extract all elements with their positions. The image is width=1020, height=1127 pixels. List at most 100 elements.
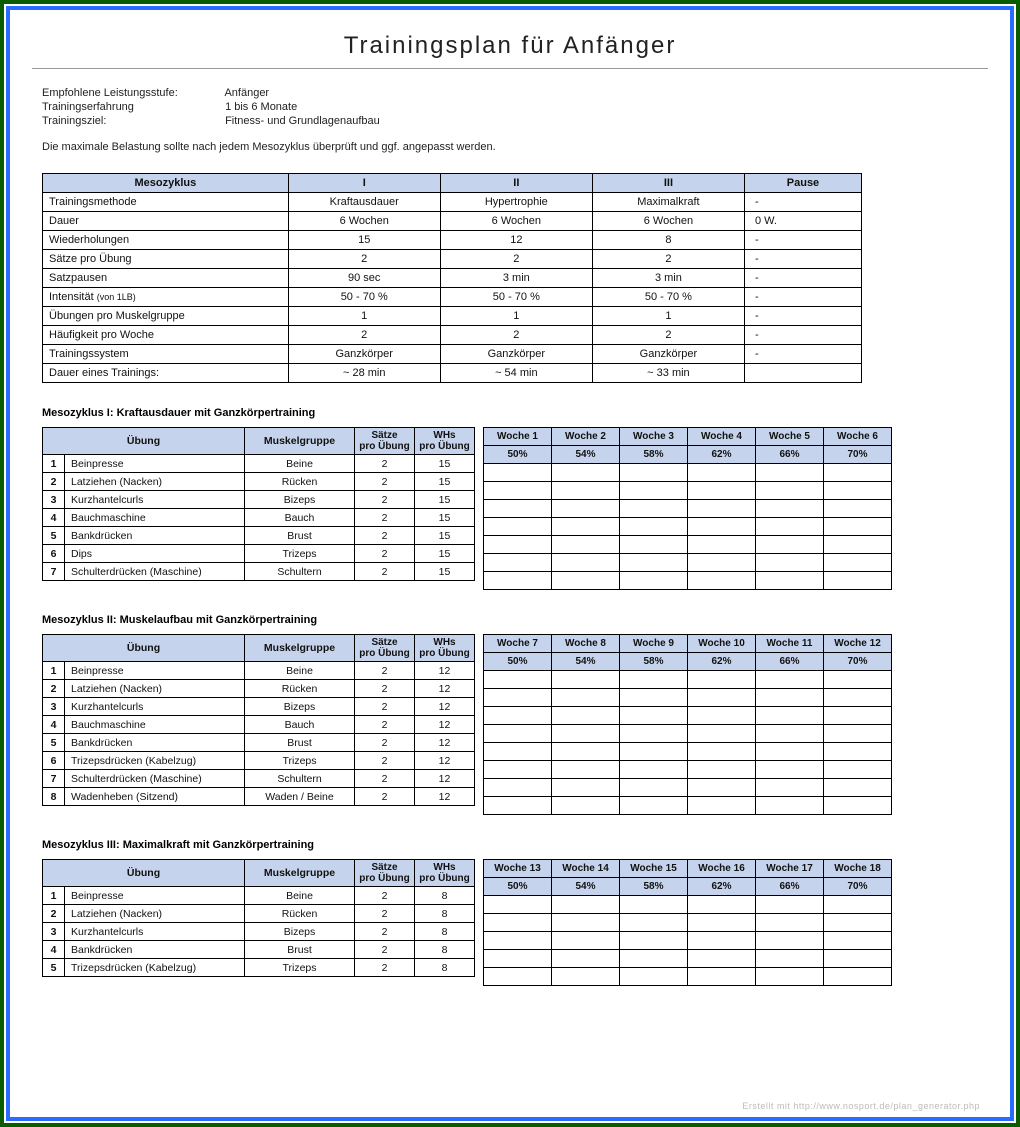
footer-text: Erstellt mit http://www.nosport.de/plan_… [742, 1101, 980, 1111]
exercise-cell: 12 [415, 716, 475, 734]
week-header: Woche 11 [756, 635, 824, 653]
week-cell [552, 554, 620, 572]
meso-cell: 1 [440, 307, 592, 326]
week-percent: 54% [552, 446, 620, 464]
exercise-cell: Schultern [245, 770, 355, 788]
week-cell [688, 464, 756, 482]
exercise-cell: Bauchmaschine [65, 509, 245, 527]
week-cell [688, 743, 756, 761]
week-cell [688, 671, 756, 689]
week-cell [484, 518, 552, 536]
week-cell [620, 743, 688, 761]
exercise-cell: 2 [355, 545, 415, 563]
week-percent: 66% [756, 878, 824, 896]
meso-row-label: Trainingssystem [43, 345, 289, 364]
week-cell [688, 482, 756, 500]
week-cell [484, 689, 552, 707]
exercise-cell: 12 [415, 734, 475, 752]
week-cell [756, 914, 824, 932]
col-muskelgruppe: Muskelgruppe [245, 860, 355, 887]
meso-cell: Maximalkraft [592, 193, 744, 212]
meso-header-cell: II [440, 174, 592, 193]
week-header: Woche 16 [688, 860, 756, 878]
exercise-cell: 15 [415, 563, 475, 581]
week-header: Woche 15 [620, 860, 688, 878]
week-cell [552, 482, 620, 500]
exercise-cell: Schulterdrücken (Maschine) [65, 563, 245, 581]
week-cell [756, 743, 824, 761]
exercise-cell: 3 [43, 491, 65, 509]
week-cell [688, 968, 756, 986]
week-cell [756, 464, 824, 482]
week-cell [688, 914, 756, 932]
week-cell [620, 707, 688, 725]
week-cell [484, 932, 552, 950]
week-cell [552, 725, 620, 743]
week-cell [824, 797, 892, 815]
exercise-cell: 5 [43, 527, 65, 545]
week-cell [484, 536, 552, 554]
week-cell [756, 968, 824, 986]
col-uebung: Übung [43, 860, 245, 887]
page: Trainingsplan für Anfänger Empfohlene Le… [32, 32, 988, 1111]
week-cell [756, 554, 824, 572]
week-cell [620, 482, 688, 500]
meso-cell: 8 [592, 231, 744, 250]
exercise-cell: Waden / Beine [245, 788, 355, 806]
week-cell [484, 968, 552, 986]
week-cell [688, 797, 756, 815]
week-cell [756, 725, 824, 743]
exercise-cell: 12 [415, 680, 475, 698]
week-cell [756, 707, 824, 725]
week-cell [620, 725, 688, 743]
meso-cell: ~ 33 min [592, 364, 744, 383]
meso-cell: 6 Wochen [592, 212, 744, 231]
exercise-cell: Beine [245, 887, 355, 905]
exercise-cell: 15 [415, 455, 475, 473]
week-cell [484, 743, 552, 761]
week-cell [688, 896, 756, 914]
meso-row-label: Wiederholungen [43, 231, 289, 250]
week-cell [620, 689, 688, 707]
exercise-cell: 8 [415, 905, 475, 923]
week-cell [484, 725, 552, 743]
week-cell [824, 968, 892, 986]
week-cell [620, 896, 688, 914]
exercise-cell: 2 [355, 698, 415, 716]
week-cell [688, 554, 756, 572]
exercise-cell: 12 [415, 788, 475, 806]
meso-row-label: Intensität (von 1LB) [43, 288, 289, 307]
meso-cell: - [744, 269, 861, 288]
exercise-cell: Latziehen (Nacken) [65, 680, 245, 698]
meso-cell: - [744, 193, 861, 212]
meta-goal-label: Trainingsziel: [42, 115, 222, 127]
exercise-cell: 8 [415, 923, 475, 941]
week-cell [552, 536, 620, 554]
meso-cell [744, 364, 861, 383]
week-cell [620, 950, 688, 968]
exercise-cell: Beinpresse [65, 662, 245, 680]
exercise-cell: 7 [43, 770, 65, 788]
week-cell [824, 518, 892, 536]
meso-cell: - [744, 326, 861, 345]
week-cell [620, 797, 688, 815]
exercise-cell: Trizepsdrücken (Kabelzug) [65, 752, 245, 770]
col-whs: WHspro Übung [415, 428, 475, 455]
meso-cell: 2 [440, 250, 592, 269]
meso-cell: ~ 54 min [440, 364, 592, 383]
week-header: Woche 4 [688, 428, 756, 446]
week-cell [756, 482, 824, 500]
exercise-cell: 2 [43, 680, 65, 698]
meso-row-label: Sätze pro Übung [43, 250, 289, 269]
week-cell [552, 950, 620, 968]
meso-cell: 1 [592, 307, 744, 326]
col-saetze: Sätzepro Übung [355, 860, 415, 887]
exercise-cell: 8 [415, 959, 475, 977]
exercise-cell: Latziehen (Nacken) [65, 473, 245, 491]
week-cell [552, 689, 620, 707]
week-cell [552, 797, 620, 815]
week-cell [484, 797, 552, 815]
week-cell [552, 518, 620, 536]
meta-goal-value: Fitness- und Grundlagenaufbau [225, 115, 380, 127]
meso-cell: 2 [592, 326, 744, 345]
